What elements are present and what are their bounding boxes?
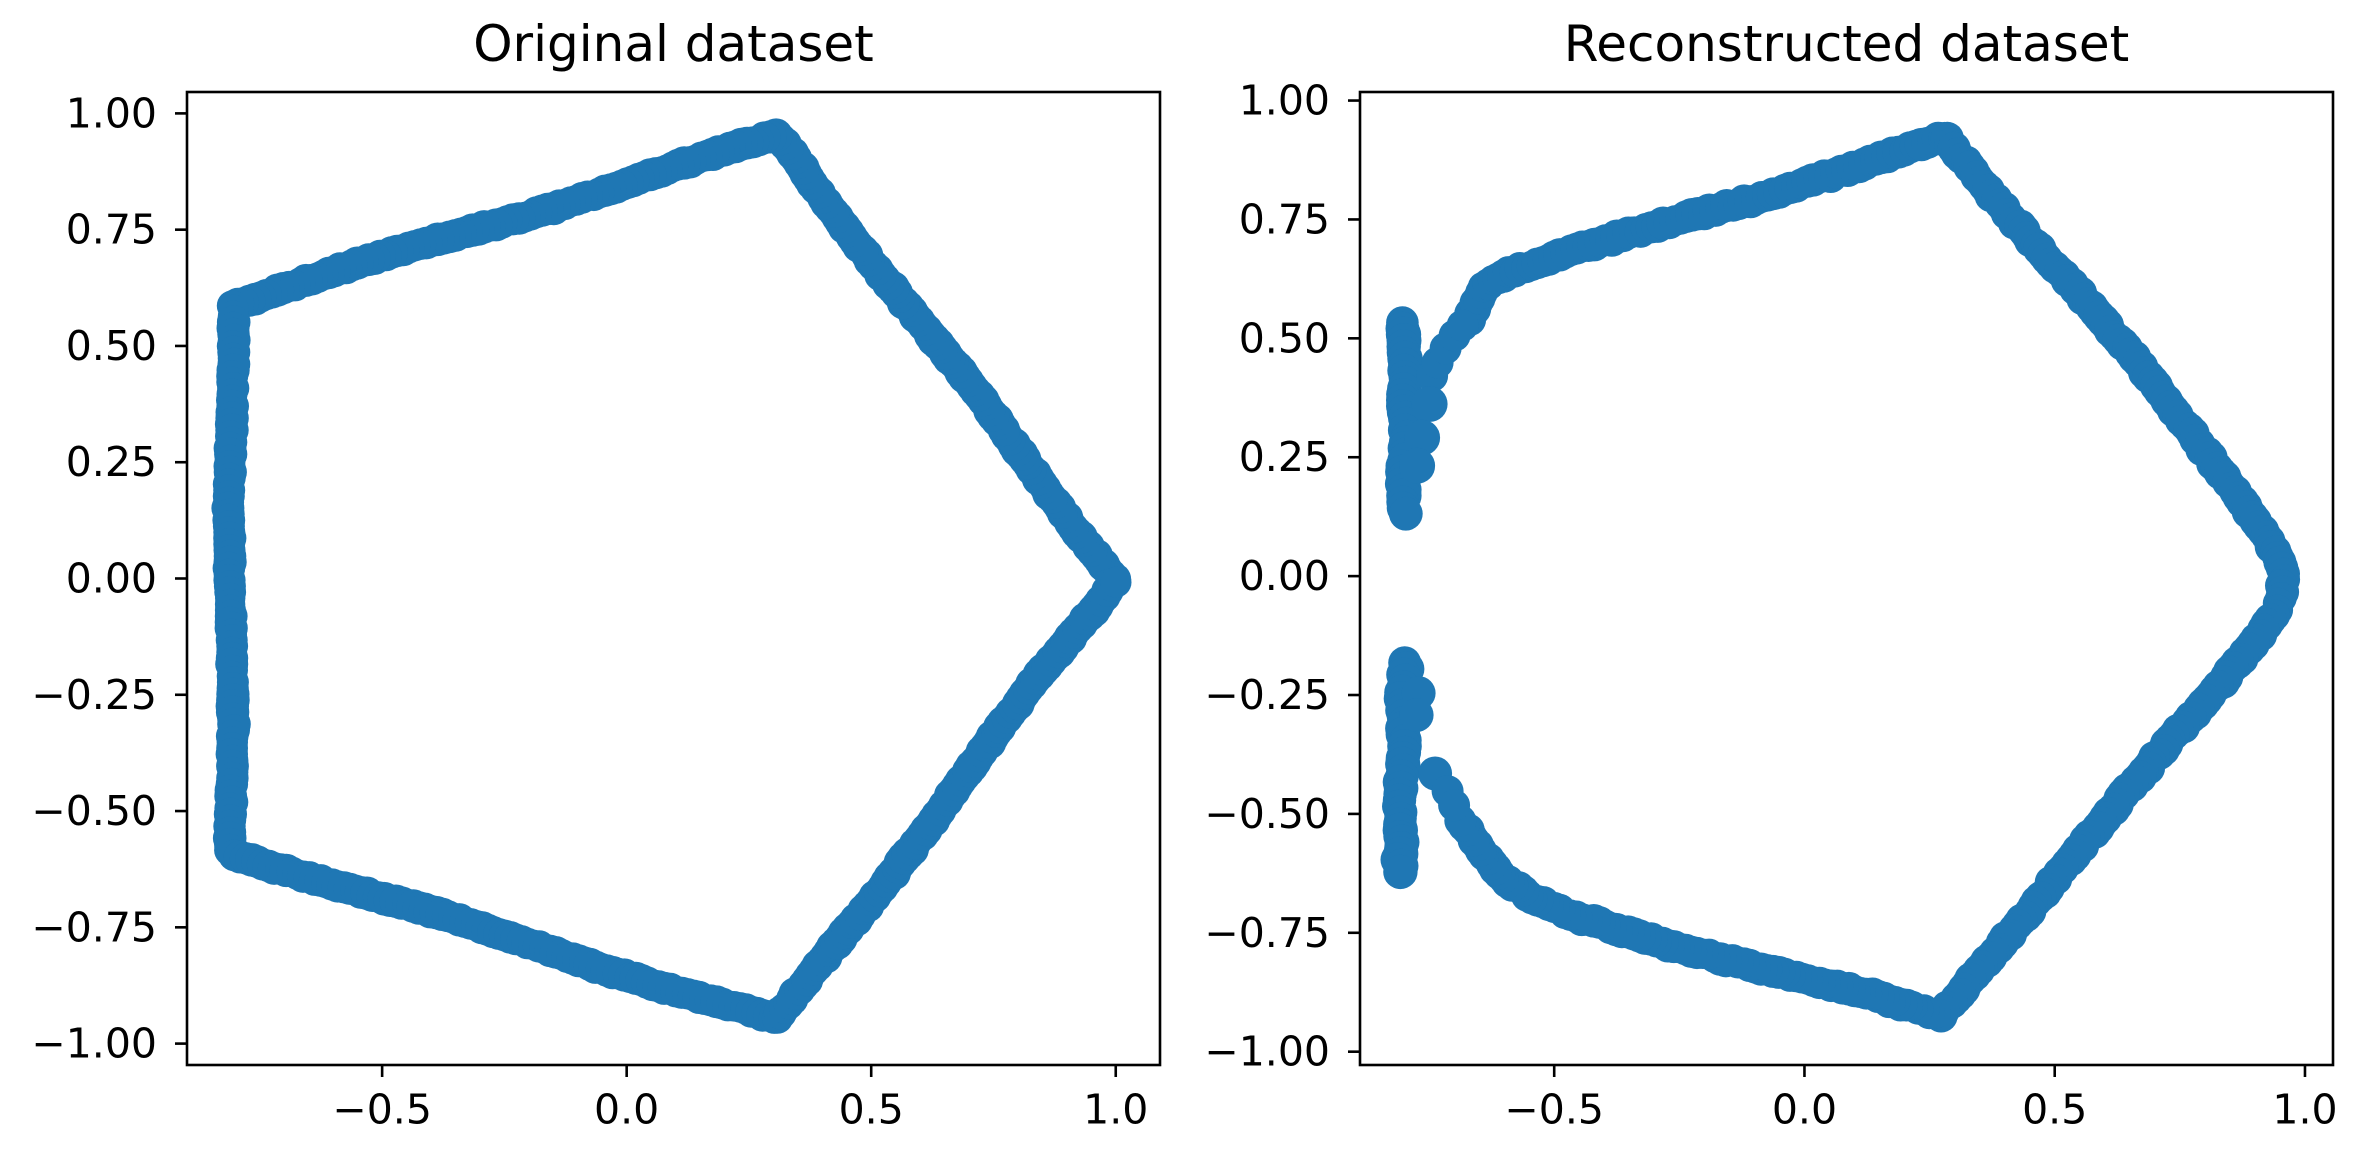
y-tick-label: 0.25 bbox=[66, 438, 157, 486]
scatter-points bbox=[211, 118, 1132, 1034]
y-tick-label: −0.25 bbox=[31, 671, 157, 719]
x-tick-label: 0.5 bbox=[839, 1085, 904, 1133]
y-tick-label: −1.00 bbox=[31, 1020, 157, 1068]
plot-title-original: Original dataset bbox=[473, 15, 874, 73]
x-tick-label: 1.0 bbox=[1083, 1085, 1148, 1133]
x-tick-label: −0.5 bbox=[332, 1085, 432, 1133]
plot-title-reconstructed: Reconstructed dataset bbox=[1563, 15, 2130, 73]
y-tick-label: −0.50 bbox=[31, 787, 157, 835]
y-tick-label: 0.00 bbox=[66, 555, 157, 603]
axes-frame bbox=[185, 90, 1162, 1067]
y-tick-label: 1.00 bbox=[66, 89, 157, 137]
y-tick-label: 0.50 bbox=[66, 322, 157, 370]
x-tick-label: 0.0 bbox=[594, 1085, 659, 1133]
y-tick-label: 0.75 bbox=[66, 206, 157, 254]
y-tick-label: −0.75 bbox=[31, 903, 157, 951]
